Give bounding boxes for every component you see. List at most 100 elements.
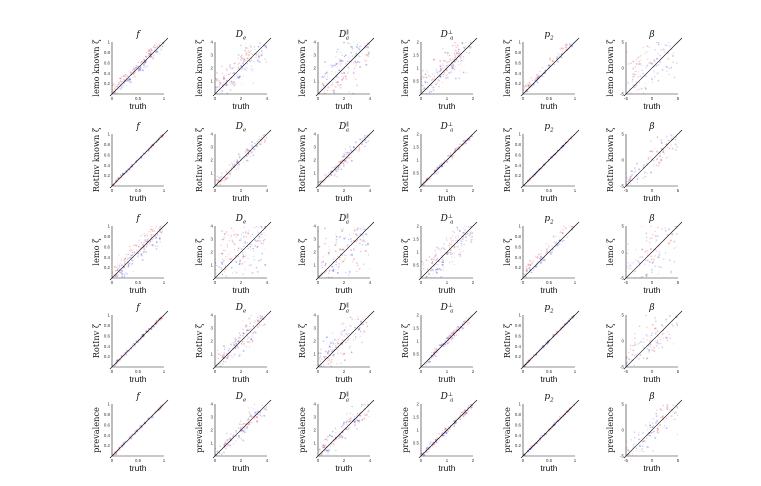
- point-red: [545, 242, 548, 245]
- point-red: [225, 250, 227, 252]
- point-blue: [635, 58, 638, 61]
- point-red: [433, 256, 436, 259]
- point-red: [458, 149, 461, 151]
- point-blue: [235, 342, 238, 345]
- point-blue: [152, 326, 155, 328]
- point-red: [235, 430, 237, 432]
- point-red: [112, 274, 114, 276]
- point-red: [346, 428, 349, 431]
- point-blue: [331, 66, 333, 68]
- point-red: [339, 60, 341, 62]
- point-red: [230, 289, 231, 290]
- y-tick-label: 4: [211, 402, 214, 407]
- point-blue: [461, 414, 464, 417]
- y-tick-label: 0.5: [413, 441, 420, 446]
- point-red: [345, 341, 347, 344]
- point-blue: [445, 428, 448, 431]
- point-red: [427, 264, 430, 266]
- point-red: [255, 53, 258, 56]
- point-blue: [333, 64, 336, 67]
- point-blue: [326, 82, 328, 84]
- point-blue: [325, 374, 326, 375]
- point-blue: [648, 350, 650, 353]
- point-blue: [217, 357, 219, 359]
- point-blue: [142, 244, 145, 246]
- point-red: [221, 355, 223, 358]
- point-blue: [332, 269, 334, 272]
- point-blue: [227, 349, 230, 352]
- point-red: [236, 161, 239, 164]
- point-blue: [356, 236, 358, 238]
- y-tick-label: 1: [519, 40, 522, 45]
- point-blue: [646, 236, 648, 239]
- point-blue: [335, 235, 338, 238]
- point-blue: [252, 82, 255, 84]
- point-blue: [656, 419, 658, 422]
- point-blue: [232, 434, 235, 436]
- point-blue: [635, 84, 638, 87]
- point-red: [321, 267, 323, 269]
- panel-title: p2: [544, 303, 554, 315]
- point-blue: [459, 70, 461, 72]
- point-blue: [250, 264, 253, 266]
- point-blue: [366, 243, 369, 246]
- point-blue: [232, 272, 234, 274]
- point-blue: [627, 81, 629, 83]
- point-red: [645, 75, 647, 78]
- point-red: [345, 332, 348, 335]
- point-blue: [537, 260, 539, 263]
- point-red: [667, 32, 669, 34]
- point-red: [468, 51, 471, 54]
- point-red: [649, 237, 652, 240]
- point-red: [450, 241, 453, 243]
- y-tick-label: 0.6: [515, 333, 522, 338]
- point-red: [469, 47, 472, 50]
- point-red: [359, 250, 362, 253]
- scatter-points: [318, 315, 370, 375]
- point-red: [334, 243, 337, 246]
- y-tick-label: 1: [211, 352, 214, 357]
- point-red: [670, 216, 671, 217]
- point-red: [536, 256, 539, 259]
- point-blue: [434, 259, 437, 262]
- y-axis-label: lemo known ζ: [297, 39, 307, 97]
- point-blue: [656, 40, 657, 41]
- point-blue: [553, 64, 555, 66]
- point-red: [245, 423, 247, 425]
- point-red: [457, 235, 460, 237]
- point-blue: [354, 58, 357, 60]
- point-blue: [571, 46, 573, 48]
- point-red: [441, 67, 444, 70]
- point-red: [320, 453, 323, 456]
- point-red: [263, 323, 266, 326]
- point-blue: [640, 64, 643, 67]
- y-axis-label: RotInv ζ: [91, 323, 101, 358]
- point-blue: [118, 264, 121, 266]
- point-blue: [346, 424, 348, 426]
- point-red: [656, 339, 659, 342]
- x-tick-label: 2: [240, 369, 243, 374]
- point-red: [646, 250, 648, 252]
- point-red: [252, 337, 255, 339]
- point-red: [677, 22, 678, 23]
- y-tick-label: 0: [622, 250, 625, 255]
- point-blue: [235, 340, 237, 342]
- point-red: [143, 59, 146, 61]
- scatter-points: [421, 42, 473, 94]
- point-red: [337, 342, 340, 345]
- point-red: [464, 412, 467, 415]
- point-red: [632, 344, 634, 347]
- point-blue: [358, 49, 361, 51]
- point-red: [263, 408, 266, 410]
- point-red: [442, 345, 445, 348]
- point-blue: [561, 240, 564, 243]
- point-blue: [429, 441, 432, 443]
- point-blue: [535, 265, 538, 268]
- point-blue: [235, 161, 238, 164]
- point-blue: [257, 55, 260, 58]
- point-red: [454, 236, 457, 239]
- point-red: [446, 54, 449, 56]
- point-red: [232, 342, 234, 344]
- point-blue: [629, 280, 631, 282]
- point-blue: [462, 231, 465, 234]
